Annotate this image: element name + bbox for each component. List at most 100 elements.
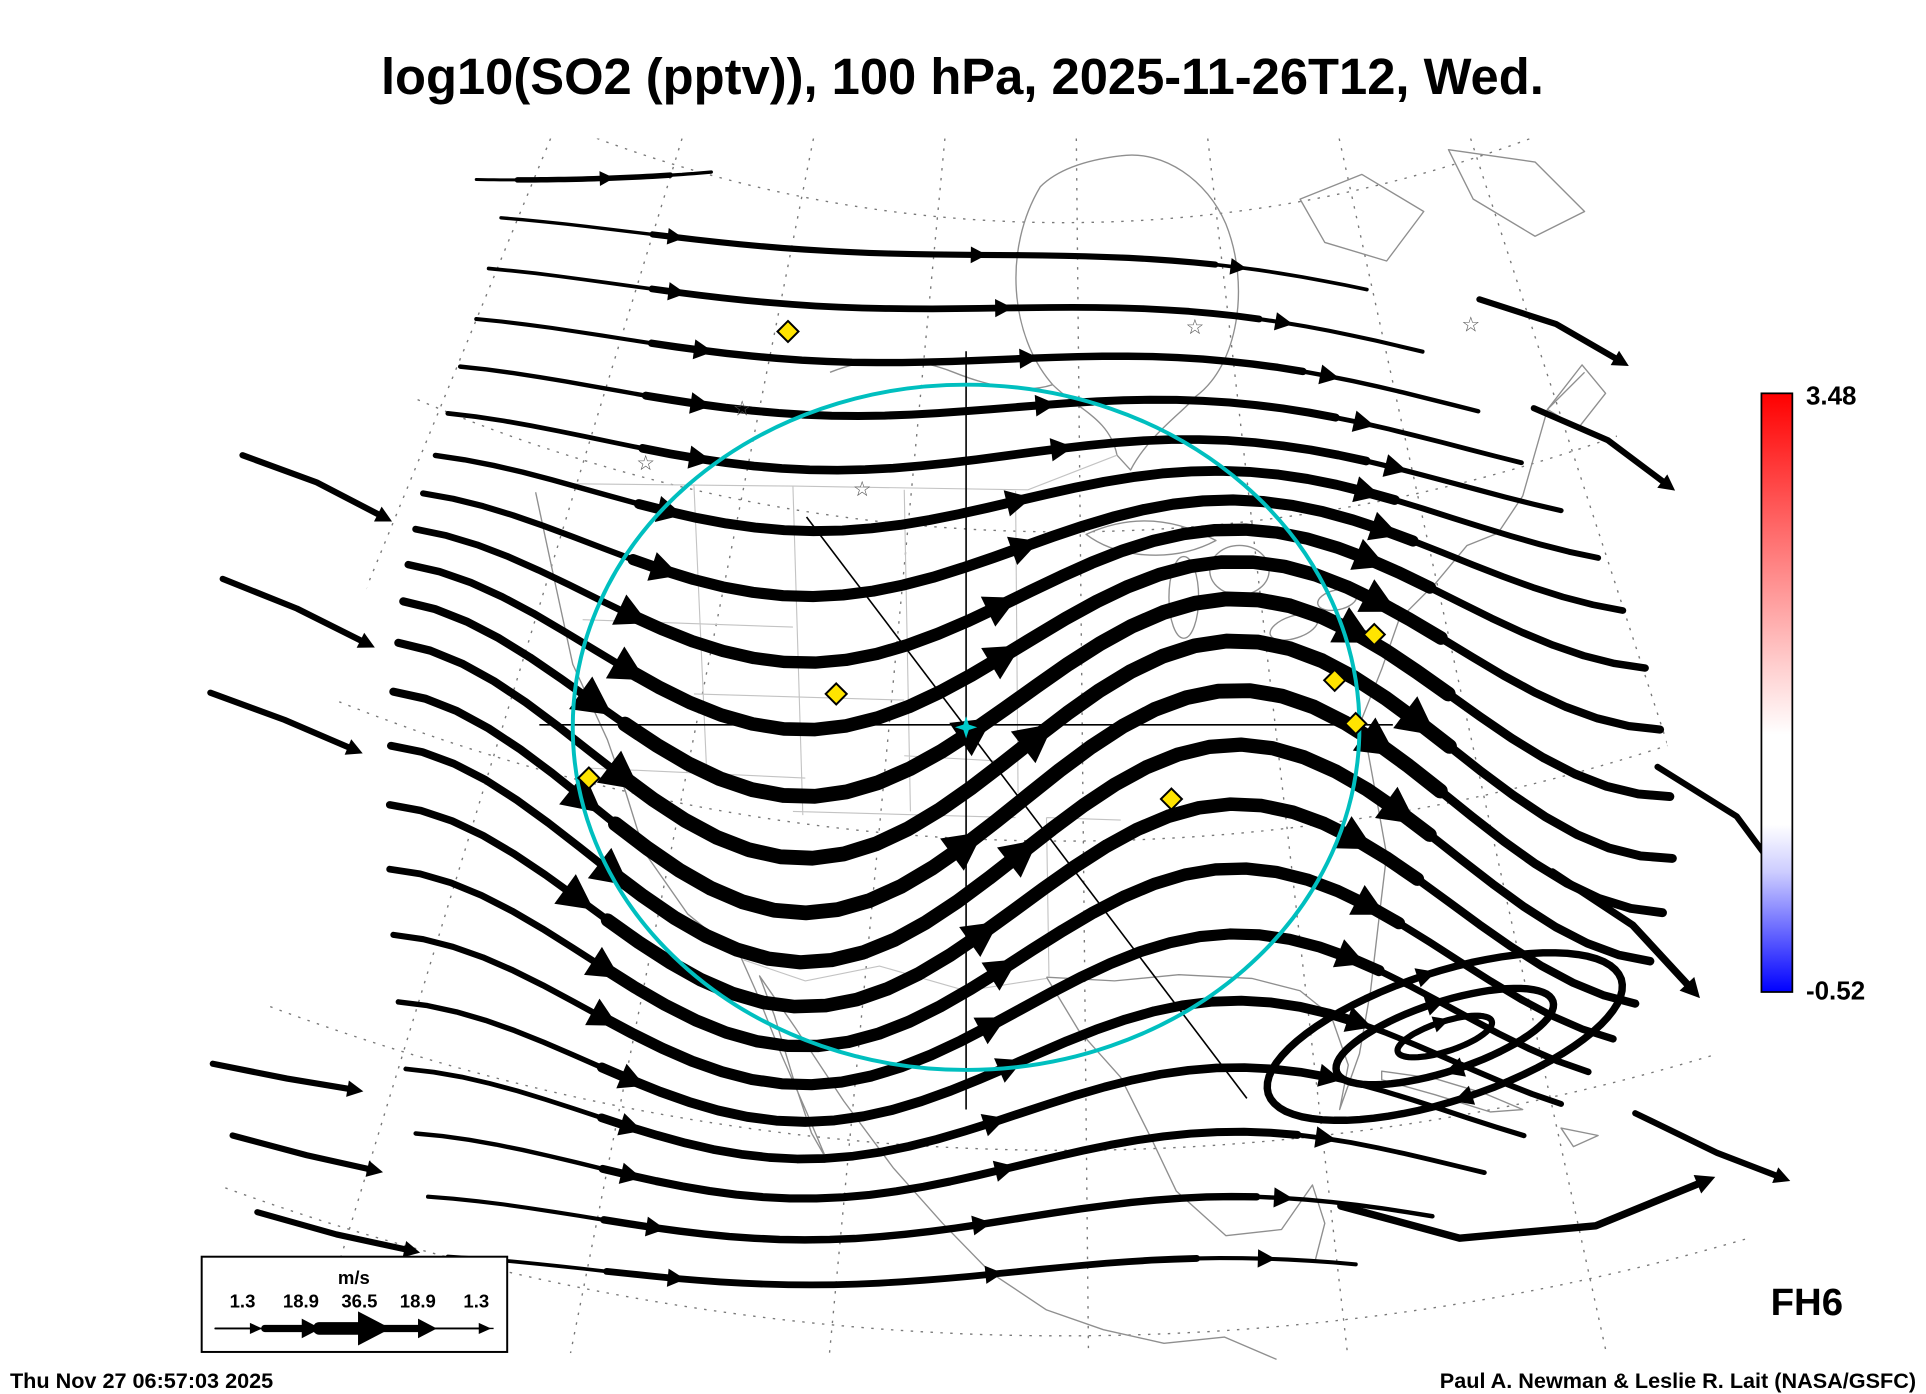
streamline-segment bbox=[638, 435, 1371, 475]
streamline-arrowhead bbox=[1352, 717, 1397, 756]
streamline-arrowhead bbox=[1423, 996, 1446, 1016]
streamline-arrowhead bbox=[971, 1215, 992, 1236]
island-northeast-1 bbox=[1299, 173, 1425, 262]
streamline-arrowhead bbox=[687, 445, 712, 469]
streamline-segment bbox=[1443, 689, 1675, 802]
legend-value: 18.9 bbox=[283, 1290, 319, 1311]
streamline-segment bbox=[395, 999, 605, 1071]
crosshair-diagonal-line bbox=[805, 516, 1248, 1099]
streamline-arrowhead bbox=[992, 1160, 1016, 1182]
graticule-meridian bbox=[828, 138, 946, 1354]
streamline-arrowhead bbox=[554, 874, 594, 910]
streamline-arrowhead bbox=[344, 739, 363, 755]
streamline-segment bbox=[1194, 1256, 1358, 1267]
site-marker-diamond bbox=[576, 766, 601, 790]
legend-value: 1.3 bbox=[230, 1290, 256, 1311]
streamline-segment bbox=[239, 452, 387, 521]
closed-loop-streamline bbox=[1332, 984, 1558, 1089]
site-marker-diamond bbox=[1159, 787, 1184, 811]
graticule-parallel bbox=[180, 138, 1767, 842]
streamline-arrowhead bbox=[612, 594, 649, 625]
streamline-arrowhead bbox=[1414, 968, 1436, 988]
streamline-arrowhead bbox=[1332, 939, 1366, 968]
streamline-arrowhead bbox=[249, 1322, 263, 1335]
streamline-segment bbox=[486, 266, 654, 291]
legend-value: 36.5 bbox=[341, 1290, 377, 1311]
streamline-arrowhead bbox=[356, 632, 375, 648]
streamline-segment bbox=[1445, 741, 1677, 863]
streamline-segment bbox=[254, 1209, 414, 1254]
streamline-segment bbox=[1530, 405, 1671, 488]
site-marker-diamond bbox=[776, 319, 800, 344]
graticule-meridian bbox=[568, 138, 815, 1354]
streamline-arrowhead bbox=[1330, 606, 1374, 643]
wind-speed-legend: m/s 1.3 18.9 36.5 18.9 1.3 bbox=[200, 1255, 509, 1353]
streamline-arrowhead bbox=[618, 1162, 642, 1184]
site-marker-diamond bbox=[1362, 622, 1387, 647]
plot-title: log10(SO2 (pptv)), 100 hPa, 2025-11-26T1… bbox=[381, 48, 1544, 105]
city-star-icon: ☆ bbox=[1185, 316, 1204, 339]
streamline-arrowhead bbox=[980, 596, 1018, 627]
colorbar-min-label: -0.52 bbox=[1806, 975, 1865, 1005]
streamline-arrowhead bbox=[1007, 536, 1040, 566]
streamline-arrowhead bbox=[666, 227, 684, 245]
streamline-arrowhead bbox=[981, 645, 1022, 680]
streamline-arrowhead bbox=[1314, 1126, 1337, 1148]
streamline-arrowhead bbox=[666, 1268, 686, 1287]
streamline-segment bbox=[647, 339, 1307, 376]
lake-huron bbox=[1209, 544, 1270, 596]
streamline-arrowhead bbox=[1343, 1006, 1373, 1032]
streamline-segment bbox=[617, 591, 1456, 804]
streamline-segment bbox=[1476, 296, 1624, 365]
streamline-arrowhead bbox=[1350, 538, 1387, 570]
us-canada-border bbox=[562, 454, 1118, 491]
streamline-arrowhead bbox=[959, 921, 999, 957]
streamline-arrowhead bbox=[1257, 1249, 1276, 1268]
colorbar: 3.48 -0.52 bbox=[1760, 380, 1865, 1005]
site-marker-diamond bbox=[1343, 711, 1368, 736]
streamline-segment bbox=[420, 490, 637, 563]
cuba bbox=[1381, 1070, 1524, 1113]
streamline-segment bbox=[499, 216, 655, 237]
graticule-parallel bbox=[180, 138, 1767, 224]
streamline-segment bbox=[413, 1131, 605, 1172]
streamline-segment bbox=[598, 1127, 1302, 1203]
us-mexico-border bbox=[743, 959, 1047, 992]
streamline-segment bbox=[600, 1192, 1261, 1244]
streamline-arrowhead bbox=[995, 298, 1013, 318]
streamline-segment bbox=[207, 689, 357, 753]
streamline-segment bbox=[514, 172, 674, 183]
streamline-arrowhead bbox=[617, 1113, 643, 1136]
streamline-segment bbox=[1409, 537, 1627, 614]
circle-center-star bbox=[954, 716, 978, 739]
streamline-arrowhead bbox=[1273, 312, 1293, 331]
city-star-icon: ☆ bbox=[636, 452, 655, 475]
streamline-arrowhead bbox=[667, 282, 686, 301]
streamline-arrowhead bbox=[1349, 885, 1386, 915]
site-markers: ☆ ☆ ☆ ☆ ☆ bbox=[576, 313, 1480, 811]
streamline-segment bbox=[668, 170, 713, 177]
streamline-arrowhead bbox=[970, 246, 987, 264]
coastline-gulf-west bbox=[1045, 976, 1326, 1262]
streamline-arrowhead bbox=[1003, 490, 1032, 517]
streamline-arrowhead bbox=[1382, 454, 1408, 477]
streamline-arrowhead bbox=[346, 1080, 364, 1097]
streamline-arrowhead bbox=[301, 1318, 321, 1339]
streamline-segment bbox=[1391, 496, 1602, 561]
legend-value: 1.3 bbox=[463, 1290, 489, 1311]
graticule-meridian bbox=[180, 138, 552, 1354]
streamline-segment bbox=[394, 638, 626, 780]
city-star-icon: ☆ bbox=[853, 478, 872, 501]
streamline-segment bbox=[474, 316, 654, 346]
streamline-arrowhead bbox=[994, 1058, 1023, 1083]
streamline-arrowhead bbox=[478, 1322, 492, 1335]
streamline-arrowhead bbox=[1693, 1174, 1716, 1194]
forecast-hour-label: FH6 bbox=[1771, 1281, 1843, 1324]
streamline-arrowhead bbox=[1367, 511, 1400, 541]
legend-values: 1.3 18.9 36.5 18.9 1.3 bbox=[230, 1290, 490, 1311]
streamline-arrowhead bbox=[644, 1216, 666, 1237]
closed-loop-streamline bbox=[1394, 1012, 1496, 1061]
colorbar-gradient bbox=[1760, 392, 1794, 993]
